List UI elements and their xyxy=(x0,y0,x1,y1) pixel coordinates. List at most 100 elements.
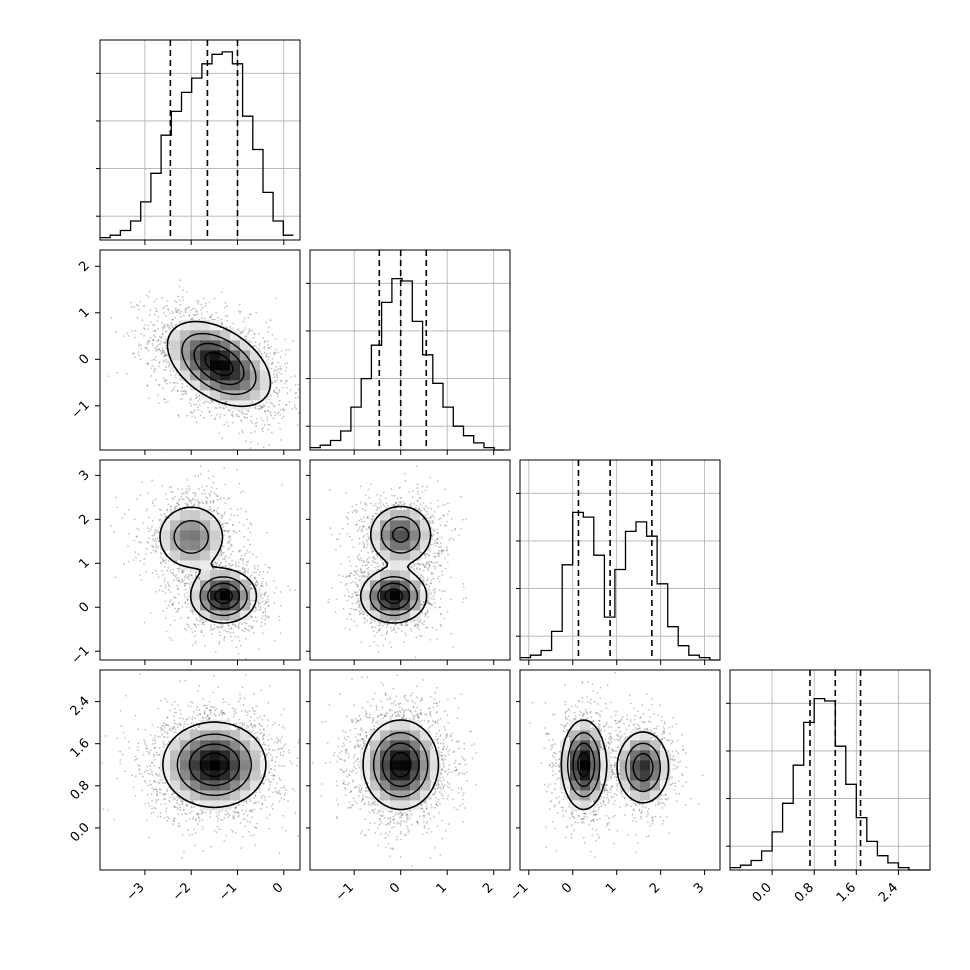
scatter-point xyxy=(438,549,440,552)
scatter-point xyxy=(220,553,223,556)
scatter-point xyxy=(202,635,205,637)
scatter-point xyxy=(220,550,222,552)
scatter-point xyxy=(189,499,192,502)
scatter-point xyxy=(147,296,150,299)
scatter-point xyxy=(161,297,164,299)
scatter-point xyxy=(217,316,220,319)
scatter-point xyxy=(127,335,130,337)
scatter-point xyxy=(165,493,168,495)
scatter-point xyxy=(230,564,233,567)
scatter-point xyxy=(254,430,256,433)
scatter-point xyxy=(250,587,252,590)
density-cell xyxy=(230,570,241,581)
scatter-point xyxy=(190,573,193,576)
density-cell xyxy=(260,380,271,391)
scatter-point xyxy=(293,406,296,409)
scatter-point xyxy=(227,541,230,544)
scatter-point xyxy=(208,508,211,511)
scatter-point xyxy=(225,521,228,524)
scatter-point xyxy=(278,403,280,406)
density-cell xyxy=(210,550,221,561)
scatter-point xyxy=(182,390,185,393)
scatter-point xyxy=(440,552,443,554)
density-cell xyxy=(190,350,201,361)
scatter-point xyxy=(262,430,264,433)
density-cell xyxy=(200,520,211,531)
scatter-point xyxy=(235,565,238,568)
scatter-point xyxy=(137,528,140,531)
scatter-point xyxy=(434,539,436,542)
scatter-point xyxy=(174,507,176,510)
scatter-point xyxy=(267,428,270,431)
scatter-point xyxy=(303,392,305,394)
scatter-point xyxy=(368,556,370,559)
scatter-point xyxy=(224,502,227,504)
scatter-point xyxy=(184,600,187,603)
scatter-point xyxy=(279,632,282,635)
scatter-point xyxy=(241,566,244,569)
scatter-point xyxy=(129,301,132,304)
scatter-point xyxy=(264,619,266,621)
scatter-point xyxy=(279,428,281,430)
density-cell xyxy=(180,320,191,331)
scatter-point xyxy=(360,520,363,523)
scatter-point xyxy=(151,545,154,548)
scatter-point xyxy=(429,476,432,479)
scatter-point xyxy=(379,498,381,501)
scatter-point xyxy=(378,507,381,509)
scatter-point xyxy=(238,482,241,485)
scatter-point xyxy=(196,312,199,315)
scatter-point xyxy=(157,315,160,318)
scatter-point xyxy=(199,414,202,417)
scatter-point xyxy=(273,380,276,382)
density-cell xyxy=(240,400,251,411)
scatter-point xyxy=(198,610,201,613)
scatter-point xyxy=(254,341,257,343)
scatter-point xyxy=(356,510,358,512)
scatter-point xyxy=(194,416,197,419)
scatter-point xyxy=(123,562,125,565)
scatter-point xyxy=(285,349,288,351)
scatter-point xyxy=(267,566,270,569)
scatter-point xyxy=(275,386,278,389)
scatter-point xyxy=(174,507,176,510)
scatter-point xyxy=(218,642,221,645)
scatter-point xyxy=(176,502,179,505)
scatter-point xyxy=(174,309,177,312)
scatter-point xyxy=(276,412,279,415)
scatter-point xyxy=(335,549,337,551)
scatter-point xyxy=(240,332,242,335)
scatter-point xyxy=(228,529,231,532)
scatter-point xyxy=(145,570,147,573)
scatter-point xyxy=(427,512,429,515)
scatter-point xyxy=(235,413,238,416)
scatter-point xyxy=(394,502,397,504)
scatter-point xyxy=(202,621,205,624)
scatter-point xyxy=(148,313,151,316)
scatter-point xyxy=(146,343,149,345)
scatter-point xyxy=(180,495,183,498)
scatter-point xyxy=(139,494,142,496)
scatter-point xyxy=(280,591,282,593)
density-cell xyxy=(170,510,181,521)
scatter-point xyxy=(166,323,168,326)
scatter-point xyxy=(201,454,203,456)
density-cell xyxy=(240,590,251,601)
scatter-point xyxy=(372,556,374,559)
scatter-point xyxy=(275,374,278,377)
scatter-point xyxy=(240,429,243,432)
density-cell xyxy=(200,330,211,341)
scatter-point xyxy=(317,402,319,404)
scatter-point xyxy=(249,543,251,546)
scatter-point xyxy=(366,567,369,570)
scatter-point xyxy=(218,640,221,643)
density-cell xyxy=(180,530,191,541)
scatter-point xyxy=(285,379,287,382)
scatter-point xyxy=(156,573,159,576)
scatter-point xyxy=(163,325,166,328)
scatter-point xyxy=(184,502,187,505)
scatter-point xyxy=(155,348,158,350)
scatter-point xyxy=(223,513,226,516)
scatter-point xyxy=(274,351,276,354)
scatter-point xyxy=(165,630,168,633)
